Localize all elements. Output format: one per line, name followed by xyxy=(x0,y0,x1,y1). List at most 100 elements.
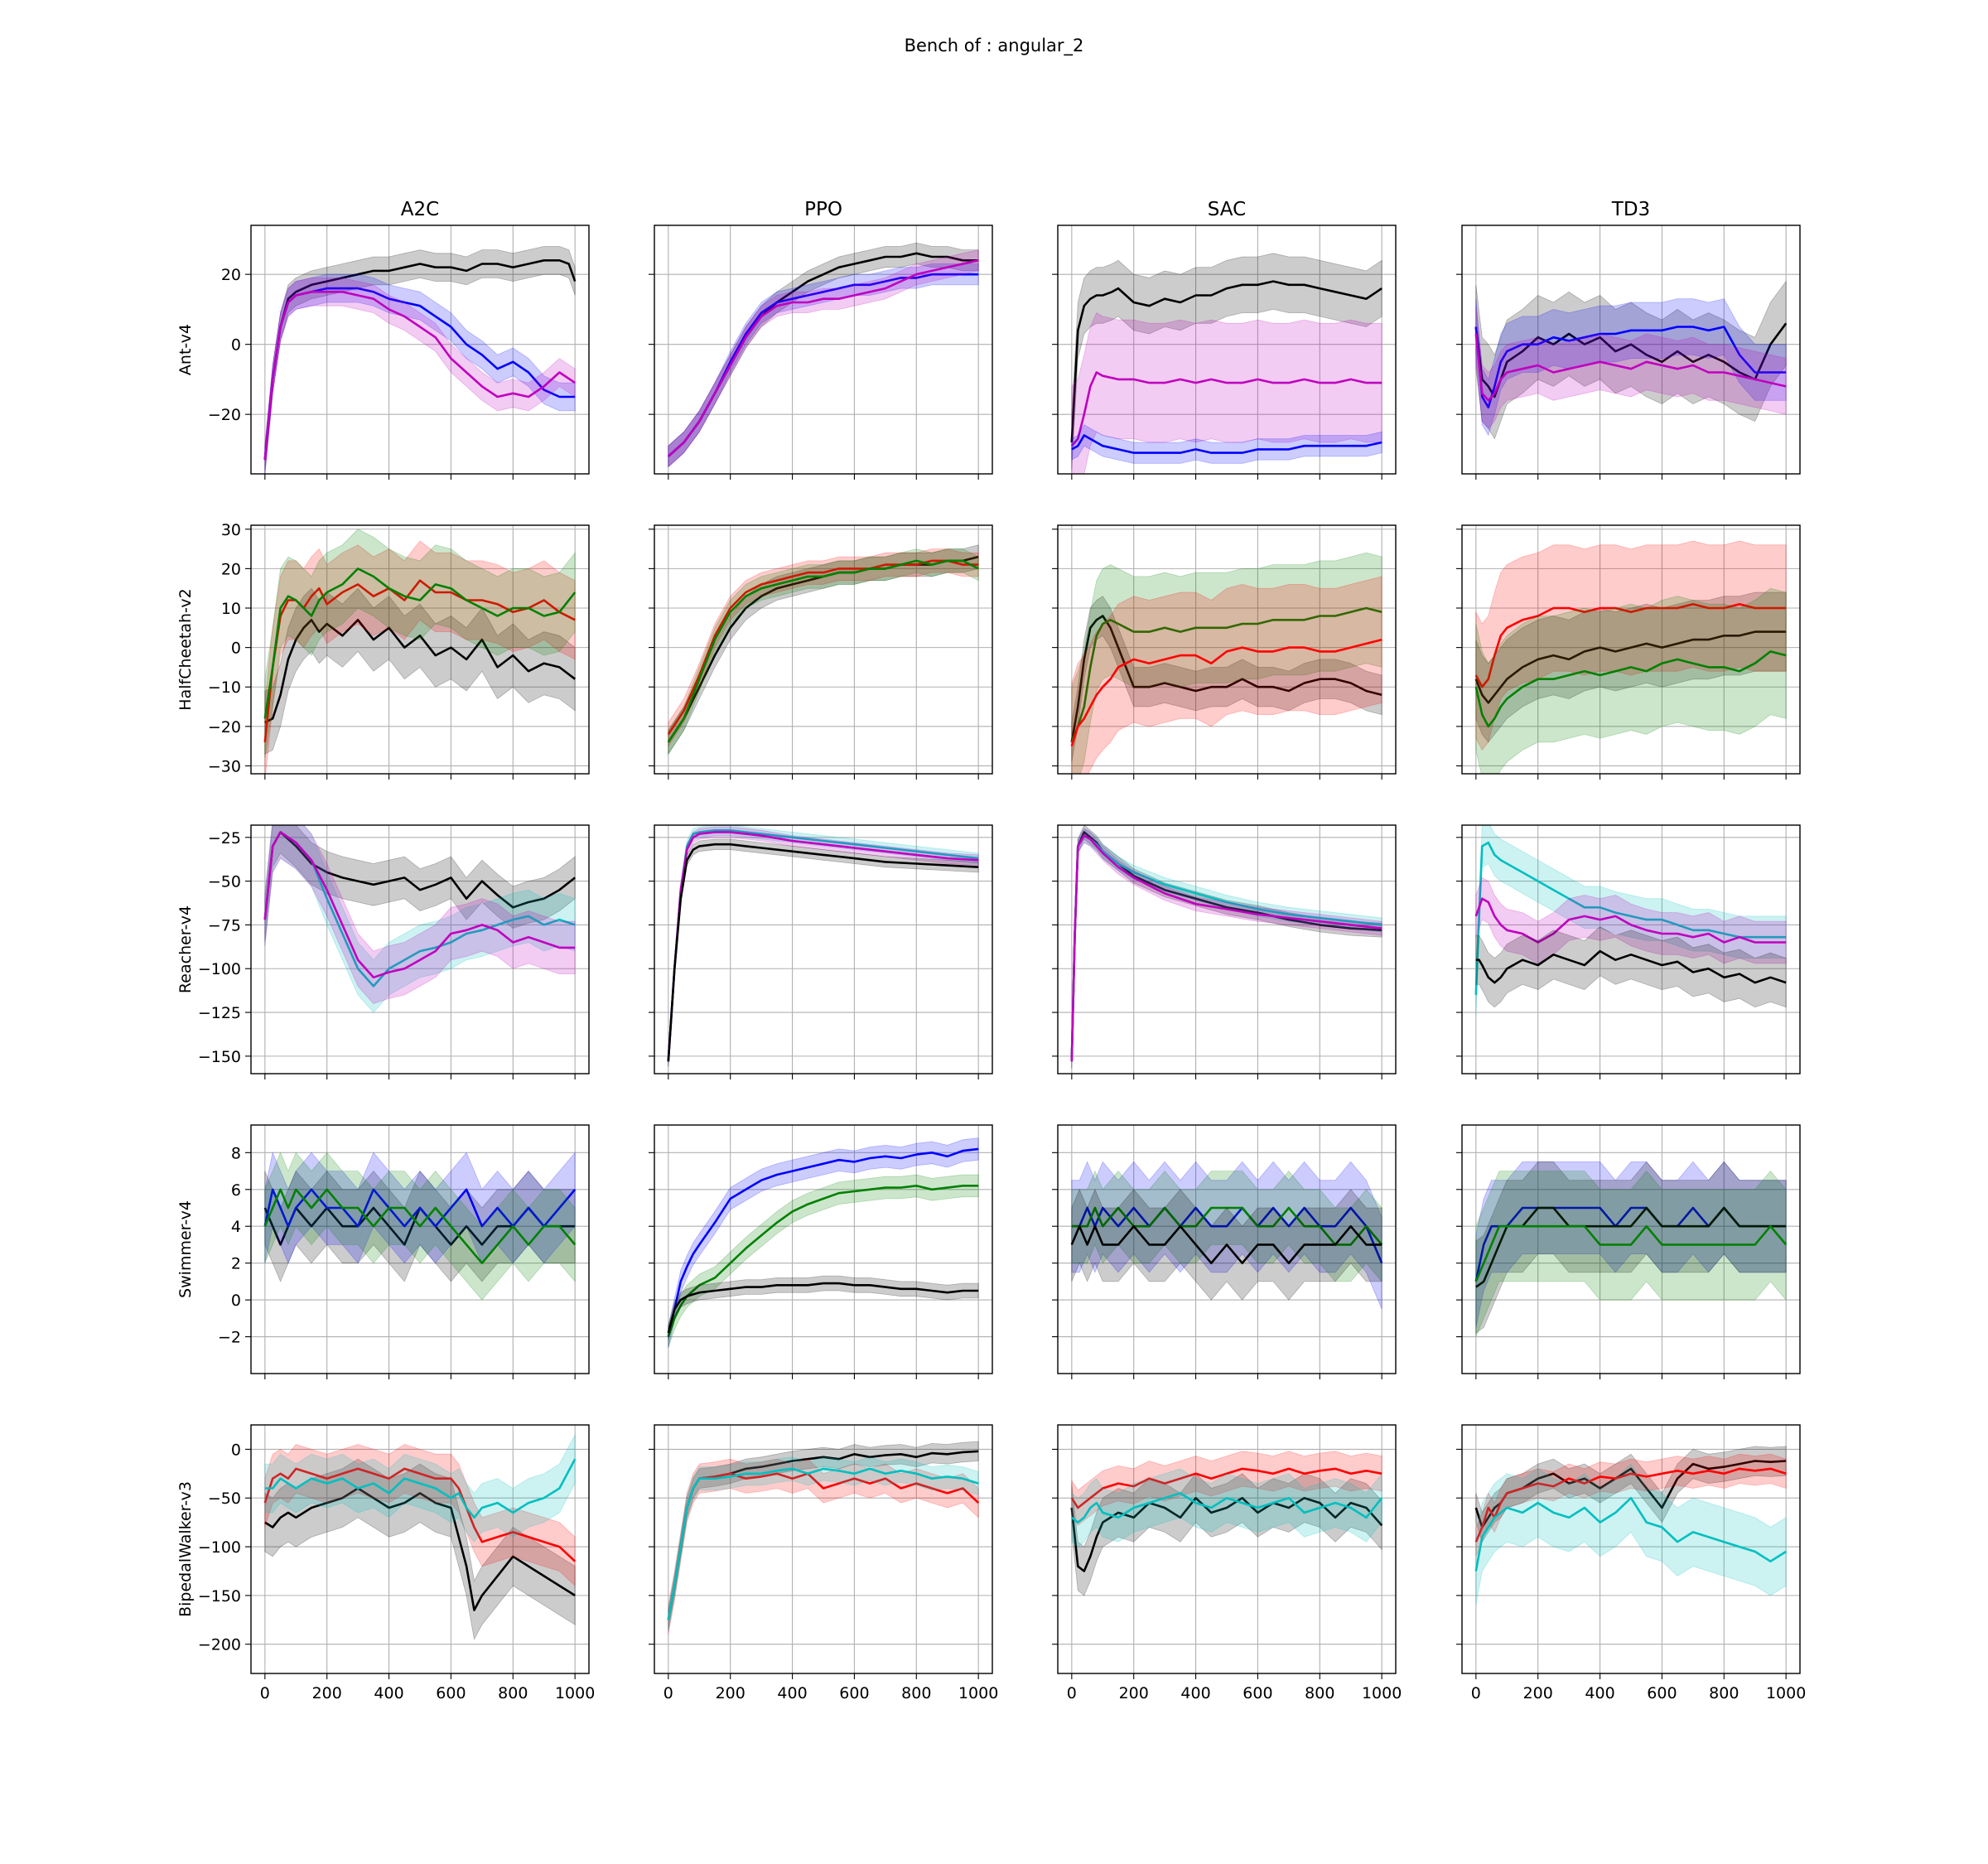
axes-frame xyxy=(1461,225,1801,475)
ticks xyxy=(649,273,979,480)
series-line-black xyxy=(1070,615,1382,743)
y-tick-label: −25 xyxy=(208,829,241,847)
series-line-black xyxy=(263,258,577,461)
plot-area xyxy=(263,1151,577,1301)
series-line-black xyxy=(1474,630,1787,704)
series-line-magenta xyxy=(1474,333,1787,402)
axes-frame xyxy=(1057,225,1397,475)
series-band-cyan xyxy=(1475,1463,1787,1606)
ticks xyxy=(1052,837,1382,1079)
x-tick-label: 800 xyxy=(901,1684,931,1702)
subplot-grid: −20020−30−20−100102030−150−125−100−75−50… xyxy=(198,225,1806,1702)
series-line-black xyxy=(667,1282,979,1334)
y-tick-label: −30 xyxy=(208,757,241,775)
series-band-magenta xyxy=(668,249,979,468)
ticks xyxy=(1052,1152,1382,1379)
series-line-magenta xyxy=(263,831,576,979)
series-band-magenta xyxy=(668,826,979,1067)
y-tick-label: −50 xyxy=(208,1490,241,1508)
y-tick-label: 6 xyxy=(231,1181,241,1200)
y-tick-label: 0 xyxy=(231,336,241,355)
x-tick-label: 1000 xyxy=(1766,1684,1806,1702)
series-band-green xyxy=(668,548,979,756)
panel-swimmer-v4-sac xyxy=(1052,1124,1397,1379)
series-band-black xyxy=(264,1458,576,1641)
y-tick-label: 0 xyxy=(231,1292,241,1310)
series-line-red xyxy=(1070,638,1382,747)
series-band-red xyxy=(668,1458,979,1635)
x-tick-label: 0 xyxy=(260,1684,270,1702)
y-tick-label: 0 xyxy=(231,1441,241,1459)
series-band-black xyxy=(668,1441,979,1630)
series-band-magenta xyxy=(1071,312,1382,474)
ticks: 0 200 400 600 800 1000 xyxy=(1456,1448,1806,1702)
series-band-green xyxy=(1071,552,1382,774)
plot-area xyxy=(1474,1161,1788,1337)
series-line-cyan xyxy=(264,1458,577,1519)
column-title-ppo: PPO xyxy=(804,199,842,220)
ticks xyxy=(1456,837,1787,1079)
y-tick-label: −150 xyxy=(198,1587,241,1606)
series-line-red xyxy=(1070,1467,1382,1509)
panel-reacher-v4-td3 xyxy=(1456,824,1801,1079)
ticks xyxy=(1456,1152,1787,1379)
row-label-bipedalwalker-v3: BipedalWalker-v3 xyxy=(176,1481,195,1617)
plot-area xyxy=(667,1137,979,1349)
plot-area xyxy=(667,544,979,756)
y-tick-label: 2 xyxy=(231,1255,241,1273)
ticks: 0 200 400 600 800 1000 xyxy=(649,1448,998,1702)
grid xyxy=(654,525,992,774)
y-tick-label: 4 xyxy=(231,1218,241,1236)
x-tick-label: 1000 xyxy=(958,1684,998,1702)
ticks: −30 −20 −10 0 10 20 30 xyxy=(208,521,576,780)
series-line-green xyxy=(667,559,979,743)
x-tick-label: 1000 xyxy=(1362,1684,1402,1702)
grid xyxy=(1058,1425,1396,1673)
grid xyxy=(251,525,589,774)
series-band-red xyxy=(1475,1453,1787,1557)
y-tick-label: −125 xyxy=(198,1004,241,1022)
series-band-black xyxy=(668,242,979,468)
grid xyxy=(1058,825,1396,1074)
grid xyxy=(251,1125,589,1374)
x-tick-label: 800 xyxy=(498,1684,528,1702)
series-line-green xyxy=(1474,650,1787,728)
series-line-blue xyxy=(1071,434,1382,454)
x-tick-label: 400 xyxy=(1585,1684,1614,1702)
axes-frame xyxy=(1461,824,1801,1074)
series-band-green xyxy=(668,1174,979,1349)
axes-frame xyxy=(1057,824,1397,1074)
series-line-magenta xyxy=(263,290,576,461)
series-band-cyan xyxy=(668,825,979,1067)
y-tick-label: 20 xyxy=(221,266,241,284)
series-band-black xyxy=(1475,1161,1787,1334)
plot-area xyxy=(667,1441,980,1635)
ticks xyxy=(1052,273,1382,480)
series-line-magenta xyxy=(1474,897,1787,944)
series-band-black xyxy=(668,838,979,1067)
ticks: 0 200 400 600 800 1000 xyxy=(1052,1448,1402,1702)
series-line-green xyxy=(263,567,577,719)
x-tick-label: 600 xyxy=(1242,1684,1272,1702)
series-line-cyan xyxy=(1474,841,1787,995)
series-line-cyan xyxy=(1071,1492,1383,1524)
series-band-red xyxy=(1071,1451,1382,1526)
axes-frame xyxy=(1461,1424,1801,1674)
column-title-td3: TD3 xyxy=(1611,199,1650,220)
plot-area xyxy=(1474,1446,1787,1606)
grid xyxy=(251,825,589,1074)
y-tick-label: −100 xyxy=(198,1538,241,1557)
axes-frame xyxy=(1057,1124,1397,1374)
x-tick-label: 200 xyxy=(1523,1684,1553,1702)
axes-frame xyxy=(250,524,590,775)
column-titles: A2C PPO SAC TD3 xyxy=(401,199,1650,220)
panel-ant-v4-ppo xyxy=(649,225,993,480)
series-line-black xyxy=(1475,1206,1787,1288)
series-band-black xyxy=(1071,253,1382,471)
series-line-black xyxy=(1070,831,1382,1062)
series-line-black xyxy=(263,831,577,920)
series-line-green xyxy=(263,1188,577,1264)
series-line-blue xyxy=(1071,1206,1383,1264)
x-tick-label: 400 xyxy=(374,1684,403,1702)
series-band-red xyxy=(264,540,576,774)
